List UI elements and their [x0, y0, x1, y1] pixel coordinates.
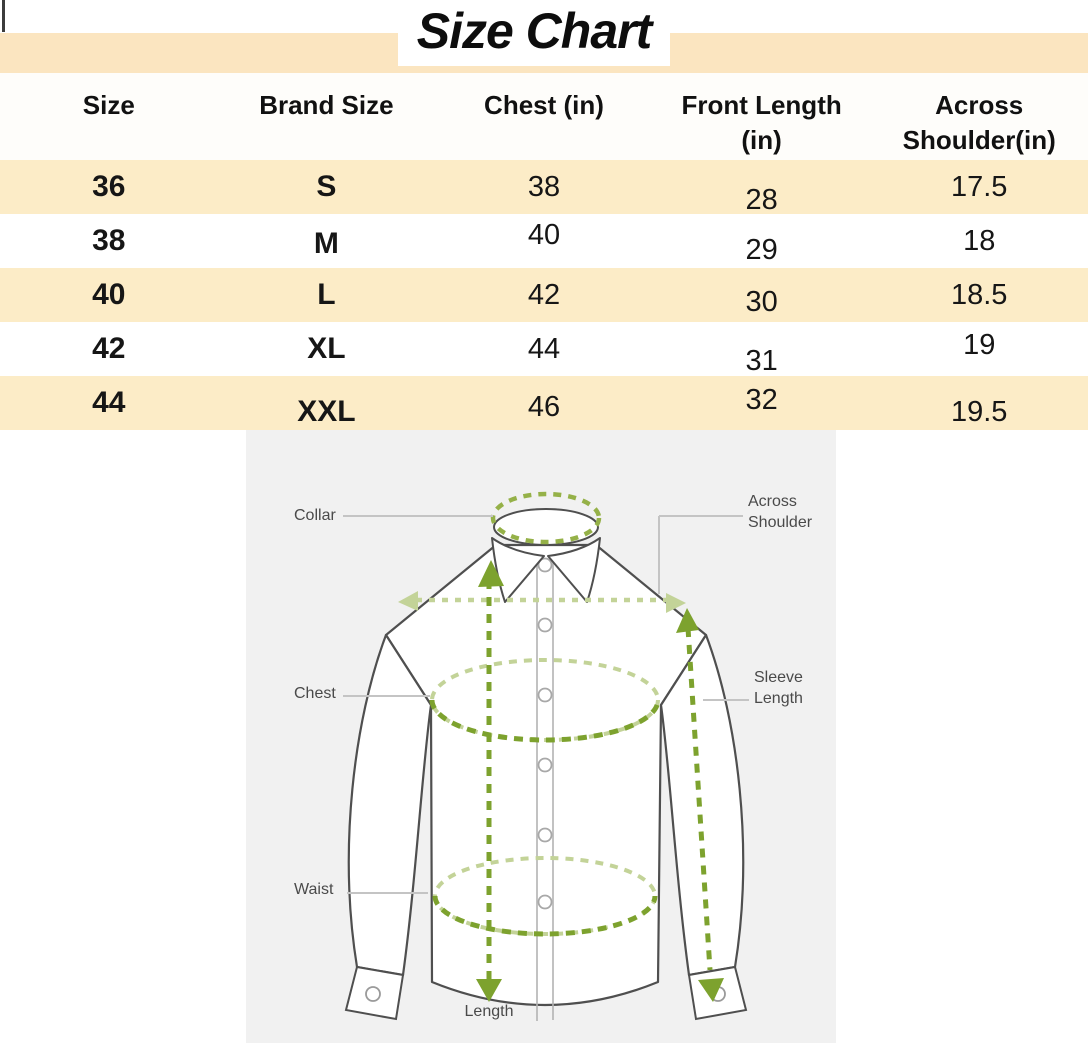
table-cell: L	[317, 278, 336, 311]
table-cell: XL	[307, 332, 346, 365]
collar-left-wing	[491, 537, 545, 603]
table-row-38: 38 M 40 29 18	[0, 214, 1088, 268]
table-cell: 44	[92, 386, 126, 419]
label-leader-lines	[343, 515, 749, 894]
table-body: 36 S 38 28 17.5 38 M 40 29 18 40 L 42 30 18.5 42 XL 44 31 1…	[0, 160, 1088, 430]
left-cuff	[344, 965, 405, 1021]
chest-label: Chest	[294, 685, 336, 702]
edge-artifact-line	[2, 0, 5, 32]
measurement-marks	[416, 491, 713, 983]
right-sleeve	[659, 633, 745, 977]
chest-measure-arc	[429, 699, 661, 743]
table-cell: 38	[527, 170, 561, 203]
collar-label: Collar	[294, 507, 336, 524]
table-cell: M	[313, 227, 339, 260]
table-header-row: Size Brand Size Chest (in) Front Length (in…	[0, 73, 1088, 160]
table-cell: 31	[745, 344, 778, 377]
table-cell: 40	[92, 278, 126, 311]
table-cell: 42	[92, 332, 126, 365]
chest-measure-ellipse	[430, 658, 660, 742]
left-sleeve	[347, 633, 433, 977]
table-cell: 36	[92, 170, 126, 203]
header-cell-2: Chest (in)	[484, 90, 604, 120]
table-row-42: 42 XL 44 31 19	[0, 322, 1088, 377]
table-cell: 19.5	[950, 395, 1008, 428]
size-table: Size Brand Size Chest (in) Front Length (in…	[0, 73, 1088, 430]
header-cell-0: Size	[82, 90, 135, 120]
table-cell: 18.5	[950, 278, 1008, 311]
measurement-arrows	[398, 560, 724, 1002]
table-cell: 19	[963, 328, 996, 361]
table-cell: 17.5	[950, 170, 1008, 203]
table-cell: 44	[527, 332, 561, 365]
table-cell: 29	[745, 233, 778, 266]
waist-label: Waist	[294, 881, 334, 898]
collar-measure-ellipse	[490, 491, 602, 545]
table-row-36: 36 S 38 28 17.5	[0, 160, 1088, 216]
table-cell: 42	[527, 278, 561, 311]
shirt-illustration	[343, 491, 749, 1021]
table-row-40: 40 L 42 30 18.5	[0, 268, 1088, 322]
collar-band	[493, 508, 599, 546]
table-cell: 18	[963, 224, 996, 257]
length-label: Length	[464, 1003, 514, 1020]
table-cell: 40	[527, 218, 561, 251]
header-cell-4: Across Shoulder(in)	[902, 90, 1056, 156]
shirt-measurement-diagram: Collar Across Shoulder Chest Sleeve Leng…	[246, 430, 836, 1043]
table-cell: 30	[745, 285, 778, 318]
table-cell: 46	[527, 390, 561, 423]
left-cuff-button	[365, 986, 381, 1002]
table-cell: XXL	[297, 395, 356, 428]
table-cell: S	[316, 170, 337, 203]
table-row-44: 44 XXL 46 32 19.5	[0, 376, 1088, 430]
waist-measure-arc	[432, 895, 658, 937]
table-cell: 38	[92, 224, 126, 257]
table-cell: 28	[745, 183, 778, 216]
diagram-section: Collar Across Shoulder Chest Sleeve Leng…	[0, 430, 1088, 1052]
sleeve-length-line	[685, 627, 713, 971]
across-shoulder-label: Across Shoulder	[748, 493, 813, 531]
header-cell-3: Front Length (in)	[681, 90, 842, 156]
header-cell-1: Brand Size	[259, 90, 394, 120]
sleeve-length-label: Sleeve Length	[754, 669, 803, 707]
right-cuff	[687, 965, 748, 1021]
title-box: Size Chart	[398, 0, 670, 66]
table-cell: 32	[745, 383, 778, 416]
shirt-body	[384, 543, 708, 1007]
buttons	[537, 557, 553, 910]
page-title: Size Chart	[416, 3, 653, 59]
